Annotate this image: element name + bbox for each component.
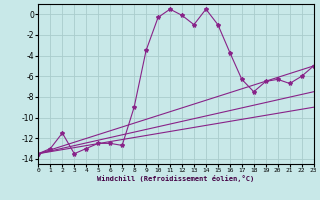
- X-axis label: Windchill (Refroidissement éolien,°C): Windchill (Refroidissement éolien,°C): [97, 175, 255, 182]
